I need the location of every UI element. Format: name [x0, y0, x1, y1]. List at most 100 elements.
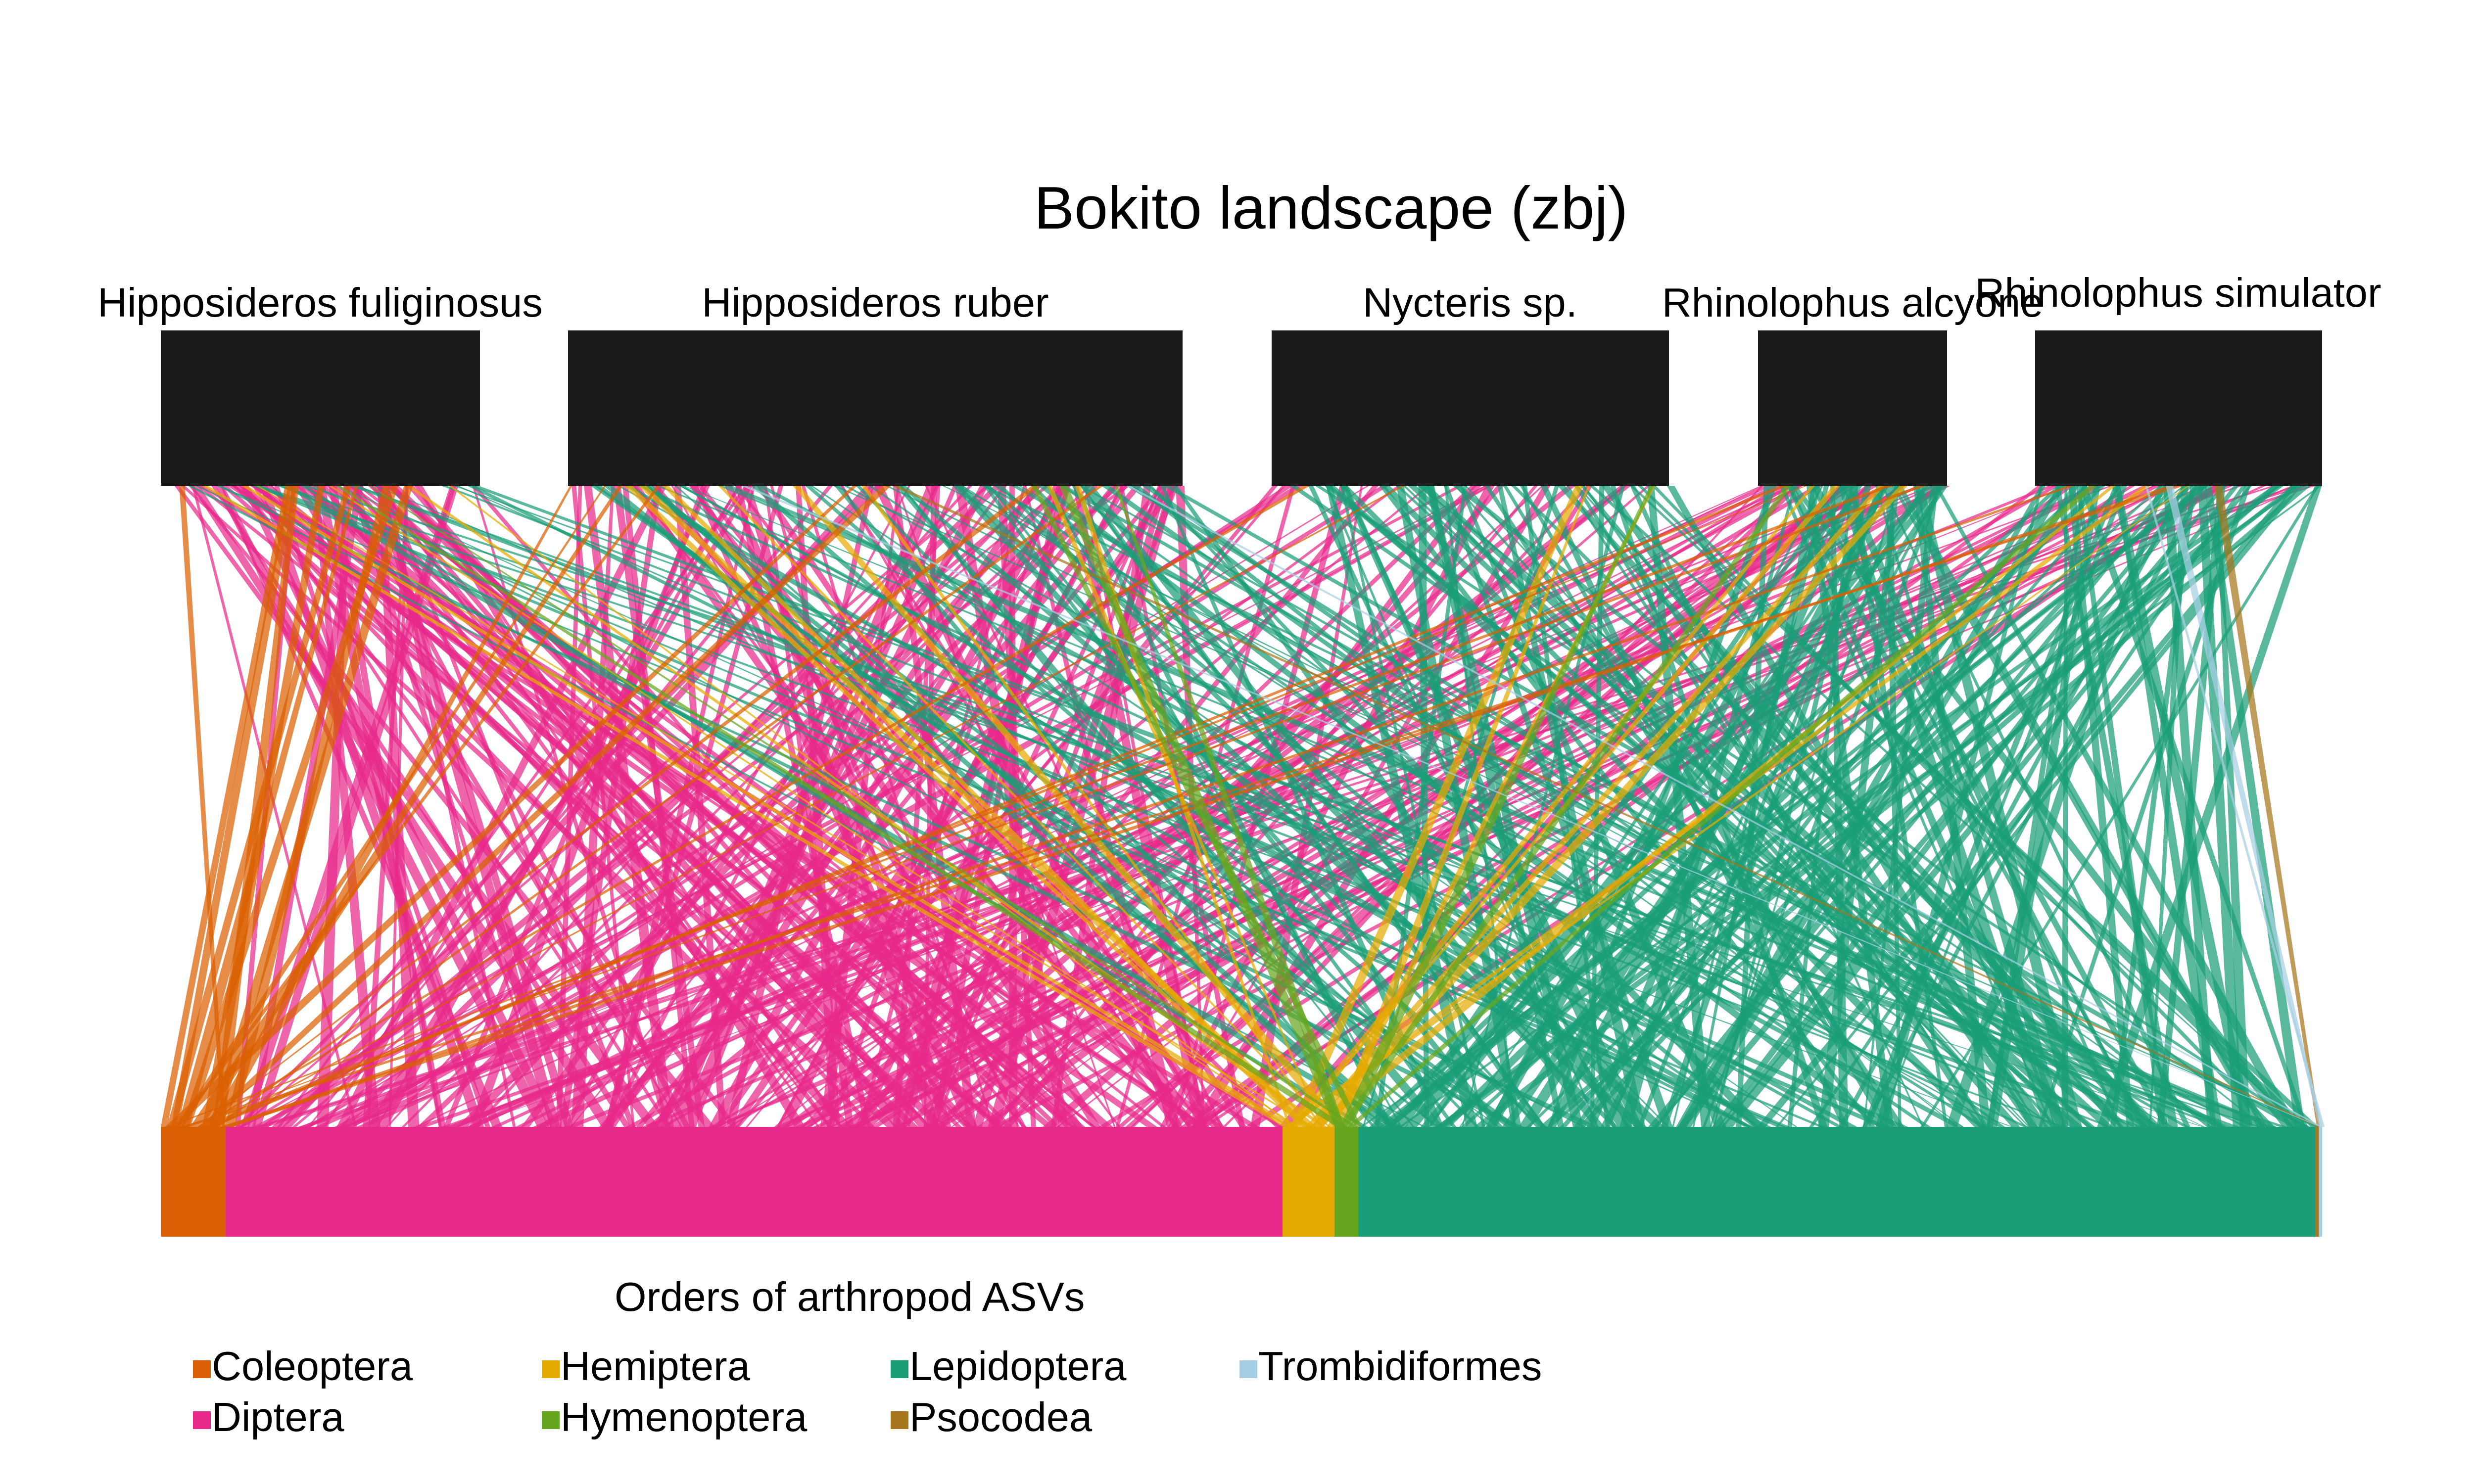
- order-segment: [1282, 1127, 1334, 1237]
- interaction-link: [465, 486, 2300, 1127]
- interaction-link: [190, 486, 623, 1127]
- interaction-link: [2216, 486, 2251, 1127]
- legend-swatch: [1239, 1360, 1257, 1378]
- legend-label: Diptera: [212, 1394, 344, 1440]
- interaction-link: [1202, 486, 2171, 1127]
- legend-label: Trombidiformes: [1258, 1343, 1542, 1389]
- interaction-link: [1560, 486, 2123, 1127]
- interaction-link: [388, 486, 409, 1127]
- legend-swatch: [891, 1411, 908, 1429]
- interaction-link: [329, 486, 1299, 1127]
- interaction-link: [1084, 486, 1605, 1127]
- legend: Coleoptera Diptera Hemiptera Hymenoptera Lep…: [193, 1343, 1542, 1440]
- interaction-link: [571, 486, 615, 1127]
- interaction-link: [2097, 486, 2322, 1127]
- interaction-link: [1710, 486, 1899, 1127]
- bat-species-nodes: Hipposideros fuliginosus Hipposideros rub…: [97, 270, 2381, 486]
- interaction-link: [624, 486, 1753, 1127]
- interaction-link: [2110, 486, 2196, 1127]
- interaction-link: [1347, 486, 2097, 1127]
- interaction-link: [197, 486, 1310, 1127]
- interaction-link: [1987, 486, 2087, 1127]
- interaction-link: [805, 486, 1547, 1127]
- interaction-link: [256, 486, 1314, 1127]
- bat-node-label: Rhinolophus alcyone: [1662, 279, 2044, 325]
- interaction-link: [1333, 486, 1590, 1127]
- interaction-link: [641, 486, 1519, 1127]
- interaction-link: [165, 486, 857, 1127]
- interaction-link: [1946, 486, 2165, 1127]
- order-segment: [1334, 1127, 1358, 1237]
- legend-label: Hemiptera: [561, 1343, 751, 1389]
- interaction-link: [895, 486, 1069, 1127]
- interaction-link: [1305, 486, 1885, 1127]
- legend-swatch: [891, 1360, 908, 1378]
- interaction-link: [448, 486, 1295, 1127]
- interaction-link: [1059, 486, 1345, 1127]
- interaction-link: [624, 486, 1306, 1127]
- legend-label: Lepidoptera: [909, 1343, 1127, 1389]
- legend-title: Orders of arthropod ASVs: [615, 1274, 1085, 1320]
- interaction-link: [197, 486, 1040, 1127]
- interaction-link: [1290, 486, 1583, 1127]
- order-segment: [2319, 1127, 2322, 1237]
- bat-node-label: Rhinolophus simulator: [1975, 270, 2381, 316]
- interaction-link: [257, 486, 2307, 1127]
- interaction-link: [183, 486, 1927, 1127]
- bat-node-label: Hipposideros fuliginosus: [97, 279, 543, 325]
- interaction-link: [369, 486, 1358, 1127]
- interaction-link: [2038, 486, 2251, 1127]
- interaction-link: [2112, 486, 2253, 1127]
- interaction-link: [892, 486, 2322, 1127]
- interaction-link: [1439, 486, 2105, 1127]
- interaction-link: [2163, 486, 2216, 1127]
- interaction-link: [810, 486, 1761, 1127]
- bat-node-label: Hipposideros ruber: [702, 279, 1048, 325]
- interaction-link: [1539, 486, 2281, 1127]
- interaction-link: [861, 486, 1323, 1127]
- order-segment: [2315, 1127, 2319, 1237]
- bat-node-box: [2035, 330, 2322, 486]
- interaction-link: [1031, 486, 1362, 1127]
- order-segment: [161, 1127, 226, 1237]
- interaction-link: [718, 486, 1331, 1127]
- interaction-link: [1285, 486, 2189, 1127]
- interaction-link: [952, 486, 1539, 1127]
- interaction-link: [2145, 486, 2325, 1127]
- legend-swatch: [193, 1411, 211, 1429]
- interaction-link: [299, 486, 1891, 1127]
- interaction-link: [1607, 486, 1887, 1127]
- bat-node-box: [161, 330, 480, 486]
- interaction-link: [1339, 486, 1792, 1127]
- interaction-link: [225, 486, 390, 1127]
- interaction-link: [638, 486, 1316, 1127]
- bat-node-label: Nycteris sp.: [1363, 279, 1577, 325]
- interaction-link: [214, 486, 1103, 1127]
- interaction-link: [191, 486, 357, 1127]
- legend-swatch: [542, 1411, 560, 1429]
- interaction-link: [171, 486, 296, 1127]
- interaction-link: [1862, 486, 2206, 1127]
- interaction-link: [1381, 486, 2027, 1127]
- interaction-link: [241, 486, 1296, 1127]
- interaction-link: [604, 486, 784, 1127]
- interaction-link: [406, 486, 1327, 1127]
- interaction-link: [678, 486, 958, 1127]
- interaction-link: [1126, 486, 2323, 1127]
- legend-swatch: [542, 1360, 560, 1378]
- interaction-link: [300, 486, 1368, 1127]
- legend-swatch: [193, 1360, 211, 1378]
- arthropod-order-bar: [161, 1127, 2322, 1237]
- interaction-link: [515, 486, 1796, 1127]
- interaction-link: [313, 486, 381, 1127]
- interaction-link: [222, 486, 2075, 1127]
- interaction-link: [1712, 486, 2202, 1127]
- interaction-link: [335, 486, 1348, 1127]
- order-segment: [226, 1127, 1283, 1237]
- legend-label: Coleoptera: [212, 1343, 413, 1389]
- interaction-link: [2214, 486, 2320, 1127]
- interaction-link: [175, 486, 661, 1127]
- interaction-link: [202, 486, 325, 1127]
- interaction-links: [161, 486, 2325, 1127]
- interaction-link: [642, 486, 1439, 1127]
